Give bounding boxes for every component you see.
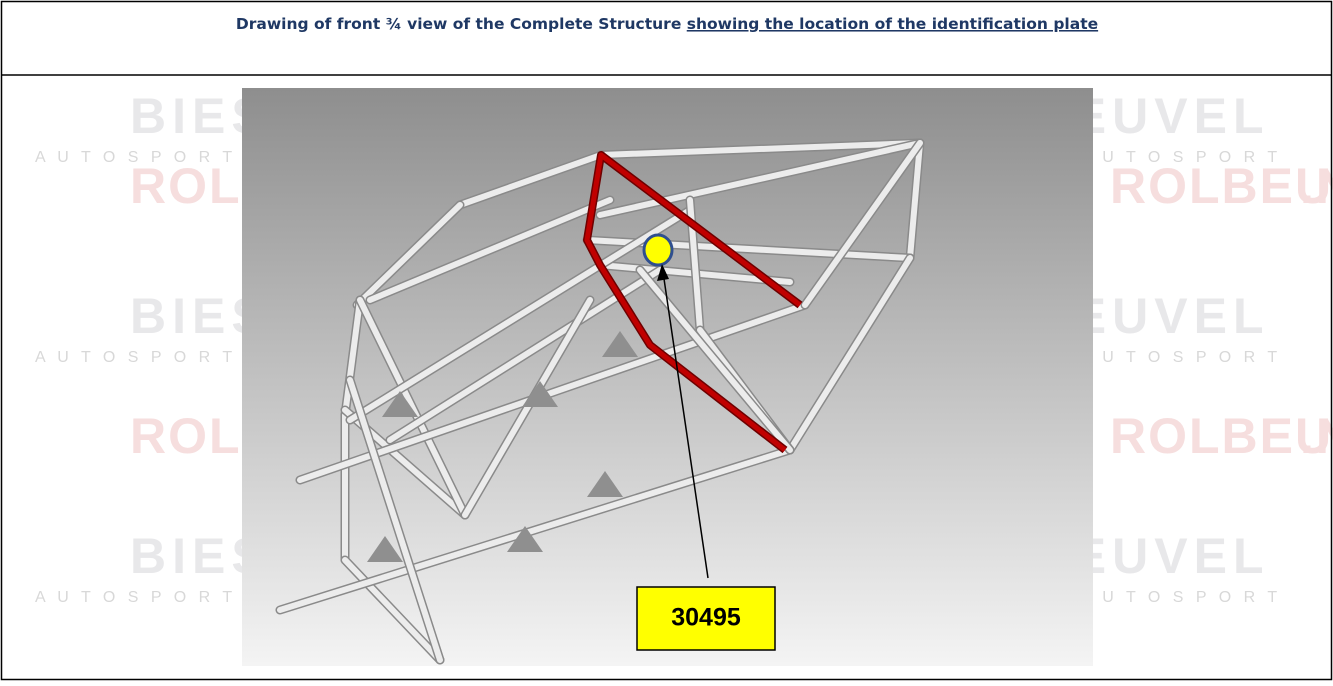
watermark-tagline: A U T O S P O R T xyxy=(35,349,236,366)
title-underlined: showing the location of the identificati… xyxy=(687,15,1098,33)
page: BIESHEUVELBIESHEUVELA U T O S P O R TA U… xyxy=(0,0,1333,681)
document: BIESHEUVELBIESHEUVELA U T O S P O R TA U… xyxy=(0,0,1333,681)
watermark-tagline: A U T O S P O R T xyxy=(1080,589,1281,606)
watermark-tagline: A U T O S P O R T xyxy=(35,589,236,606)
watermark-tagline: A U T O S P O R T xyxy=(1080,349,1281,366)
watermark-suffix: .NL xyxy=(1300,408,1333,464)
plate-location xyxy=(644,235,672,265)
plate-label: 30495 xyxy=(671,604,741,632)
watermark-suffix: .NL xyxy=(1300,158,1333,214)
title-text: Drawing of front ¾ view of the Complete … xyxy=(236,15,687,33)
title: Drawing of front ¾ view of the Complete … xyxy=(236,15,1098,33)
